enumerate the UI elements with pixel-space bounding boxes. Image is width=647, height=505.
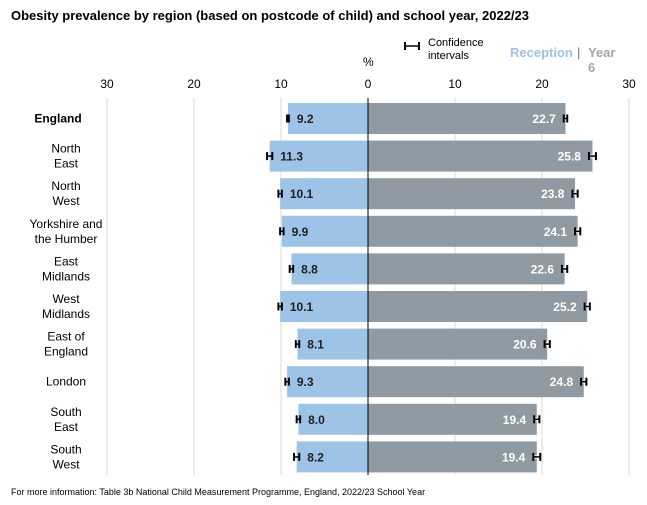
bar-reception	[298, 403, 368, 435]
region-label: London	[46, 375, 86, 389]
bar-reception	[281, 215, 368, 247]
region-label-line: England	[34, 112, 81, 126]
bar-year6	[368, 328, 548, 360]
region-label-line: England	[44, 345, 88, 359]
axis-unit-label: %	[363, 55, 374, 69]
region-label: Yorkshire and the Humber	[30, 217, 103, 246]
legend-ci-label: Confidence intervals	[428, 37, 484, 62]
x-tick-label: 30	[622, 77, 636, 91]
legend-reception-label: Reception	[510, 45, 573, 60]
bar-reception	[269, 140, 368, 172]
region-label-line: West	[52, 457, 80, 471]
region-label-line: North	[51, 179, 80, 193]
value-label-year6: 24.1	[544, 225, 568, 239]
bar-year6	[368, 441, 537, 473]
value-label-reception: 8.2	[307, 450, 324, 464]
bar-year6	[368, 140, 593, 172]
region-label-line: East	[54, 254, 79, 268]
bar-year6	[368, 253, 565, 285]
footnote: For more information: Table 3b National …	[11, 487, 426, 497]
value-label-reception: 9.3	[297, 375, 314, 389]
bar-reception	[287, 103, 368, 134]
bar-year6	[368, 103, 566, 134]
region-label: North East	[51, 142, 80, 171]
region-label-line: East of	[47, 330, 85, 344]
region-label: West Midlands	[42, 292, 90, 321]
bar-year6	[368, 366, 584, 398]
bar-reception	[297, 328, 368, 360]
x-tick-label: 30	[100, 77, 114, 91]
region-label-line: Midlands	[42, 307, 90, 321]
region-label-line: East	[54, 157, 79, 171]
bar-reception	[296, 441, 368, 473]
region-label-line: West	[52, 194, 80, 208]
value-label-reception: 8.8	[301, 262, 318, 276]
value-label-reception: 9.9	[292, 225, 309, 239]
bar-year6	[368, 403, 537, 435]
region-label: England	[34, 112, 81, 126]
value-label-year6: 20.6	[513, 338, 537, 352]
value-label-year6: 24.8	[550, 375, 574, 389]
x-tick-label: 10	[448, 77, 462, 91]
bar-reception	[280, 291, 368, 322]
value-label-reception: 8.0	[308, 413, 325, 427]
region-label: South East	[50, 405, 81, 434]
region-label: East of England	[44, 330, 88, 359]
region-label-line: London	[46, 375, 86, 389]
value-label-year6: 22.6	[531, 262, 555, 276]
x-tick-label: 20	[535, 77, 549, 91]
value-label-year6: 19.4	[502, 450, 526, 464]
region-label: North West	[51, 179, 80, 208]
bar-reception	[291, 253, 368, 285]
value-label-year6: 22.7	[532, 112, 556, 126]
value-label-reception: 9.2	[297, 112, 314, 126]
x-tick-label: 0	[365, 77, 372, 91]
value-label-reception: 10.1	[290, 187, 314, 201]
chart-title: Obesity prevalence by region (based on p…	[11, 8, 529, 23]
value-label-year6: 23.8	[541, 187, 565, 201]
region-label-line: the Humber	[35, 232, 98, 246]
bar-year6	[368, 291, 588, 322]
value-label-year6: 25.2	[553, 300, 577, 314]
region-label: East Midlands	[42, 254, 90, 283]
region-label-line: West	[52, 292, 80, 306]
confidence-interval-icon	[404, 42, 420, 50]
bar-year6	[368, 178, 576, 210]
region-label-line: North	[51, 142, 80, 156]
region-label-line: Midlands	[42, 269, 90, 283]
value-label-reception: 10.1	[290, 300, 314, 314]
legend-separator: |	[577, 45, 581, 60]
region-label: South West	[50, 442, 81, 471]
bar-year6	[368, 215, 578, 247]
value-label-year6: 19.4	[503, 413, 527, 427]
bar-reception	[287, 366, 368, 398]
region-label-line: Yorkshire and	[30, 217, 103, 231]
region-label-line: South	[50, 442, 81, 456]
value-label-reception: 8.1	[307, 338, 324, 352]
region-label-line: East	[54, 420, 79, 434]
region-label-line: South	[50, 405, 81, 419]
x-tick-label: 20	[187, 77, 201, 91]
value-label-year6: 25.8	[558, 150, 582, 164]
legend-year6-label: Year 6	[588, 45, 616, 75]
bar-reception	[280, 178, 368, 210]
value-label-reception: 11.3	[280, 150, 303, 164]
x-tick-label: 10	[274, 77, 288, 91]
